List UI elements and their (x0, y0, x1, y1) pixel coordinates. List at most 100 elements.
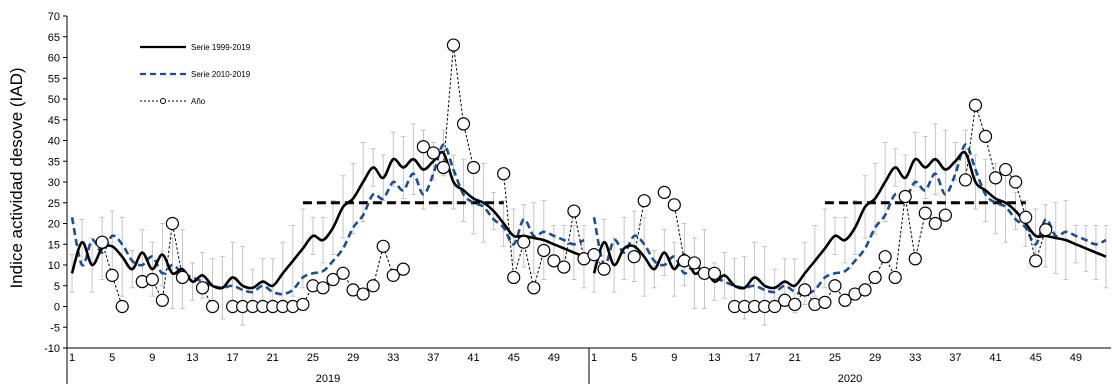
series-ano-point (858, 283, 872, 297)
series-ano-point (928, 216, 942, 231)
series-ano-point (165, 216, 180, 231)
series-ano-point (1029, 254, 1043, 268)
series-ano-point (898, 189, 912, 204)
x-tick-label: 5 (109, 352, 115, 364)
series-ano-point (316, 281, 330, 295)
x-tick-label: 13 (186, 352, 198, 364)
series-ano-point (1019, 210, 1033, 224)
series-ano-point (557, 260, 571, 274)
series-ano-point (436, 160, 451, 175)
series-ano-point (527, 281, 541, 295)
series-ano-point (416, 140, 430, 154)
series-ano-point (507, 270, 521, 285)
year-label: 2020 (838, 373, 862, 385)
series-ano-point (978, 129, 993, 143)
y-tick-label: 40 (48, 136, 60, 148)
legend-label-2010-2019: Serie 2010-2019 (191, 70, 251, 79)
series-group (70, 38, 1107, 314)
series-ano-point (988, 171, 1003, 185)
series-ano-point (175, 270, 190, 285)
x-tick-label: 5 (631, 352, 637, 364)
series-ano-line (633, 200, 645, 257)
series-ano-point (768, 299, 782, 314)
x-tick-label: 1 (591, 352, 597, 364)
x-tick-label: 29 (347, 352, 359, 364)
y-tick-label: 65 (48, 32, 60, 44)
y-tick-label: 15 (48, 239, 60, 251)
series-ano-point (908, 252, 922, 266)
series-ano-point (828, 279, 842, 293)
series-ano-point (868, 270, 882, 285)
x-tick-label: 9 (149, 352, 155, 364)
series-1999-2019-line (70, 150, 585, 290)
series-ano-line (734, 196, 946, 307)
series-ano-point (296, 297, 310, 312)
x-tick-label: 21 (789, 352, 801, 364)
series-ano-point (376, 239, 390, 253)
series-ano-point (326, 272, 340, 287)
series-ano-point (497, 167, 511, 181)
legend: Serie 1999-2019 Serie 2010-2019 Año (140, 43, 251, 106)
series-ano-line (101, 242, 123, 307)
series-ano-point (115, 299, 129, 314)
y-tick-label: 5 (54, 281, 60, 293)
series-ano-point (998, 162, 1013, 177)
x-tick-label: 37 (949, 352, 961, 364)
series-ano-point (938, 208, 952, 222)
x-tick-label: 21 (267, 352, 279, 364)
series-ano-point (356, 287, 370, 301)
series-ano-point (687, 256, 702, 270)
series-ano-point (396, 262, 410, 276)
y-tick-label: 70 (48, 11, 60, 23)
axes (63, 15, 1111, 384)
x-tick-label: 25 (829, 352, 841, 364)
series-ano-point (958, 173, 973, 187)
x-tick-label: 41 (989, 352, 1001, 364)
x-tick-label: 37 (427, 352, 439, 364)
series-ano-point (195, 281, 210, 295)
series-ano-point (466, 160, 481, 175)
x-tick-label: 49 (548, 352, 560, 364)
y-tick-label: 20 (48, 219, 60, 231)
series-ano-point (637, 194, 651, 208)
series-ano-point (798, 283, 812, 297)
legend-label-1999-2019: Serie 1999-2019 (191, 43, 251, 52)
series-ano-point (517, 235, 531, 249)
series-ano-point (597, 262, 611, 276)
series-ano-point (105, 268, 119, 282)
series-ano-point (968, 98, 983, 112)
y-tick-label: 10 (48, 260, 60, 272)
y-axis-label: Indice actividad desove (IAD) (7, 67, 26, 288)
series-ano-point (878, 250, 892, 264)
series-ano-point (657, 185, 671, 199)
series-ano-point (446, 38, 461, 52)
series-ano-point (155, 293, 169, 307)
series-ano-point (627, 250, 641, 264)
series-ano-point (366, 279, 380, 293)
x-tick-label: 29 (869, 352, 881, 364)
series-ano-line (232, 244, 404, 307)
x-tick-label: 1 (69, 352, 75, 364)
x-tick-label: 9 (671, 352, 677, 364)
x-tick-label: 17 (749, 352, 761, 364)
series-ano-point (145, 272, 159, 287)
y-tick-label: 0 (54, 302, 60, 314)
series-2010-2019-line (70, 143, 585, 296)
series-ano-point (707, 266, 722, 280)
y-tick-label: 60 (48, 53, 60, 65)
series-ano-point (888, 270, 902, 285)
year-label: 2019 (316, 373, 340, 385)
series-ano-point (567, 204, 581, 218)
legend-marker-ano (160, 98, 166, 104)
y-tick-label: 50 (48, 94, 60, 106)
x-tick-label: 33 (387, 352, 399, 364)
x-tick-label: 45 (508, 352, 520, 364)
series-ano-point (667, 198, 681, 212)
series-ano-point (537, 243, 551, 258)
y-tick-label: 55 (48, 73, 60, 85)
y-tick-label: 30 (48, 177, 60, 189)
legend-label-ano: Año (191, 97, 206, 106)
series-ano-point (386, 268, 400, 282)
